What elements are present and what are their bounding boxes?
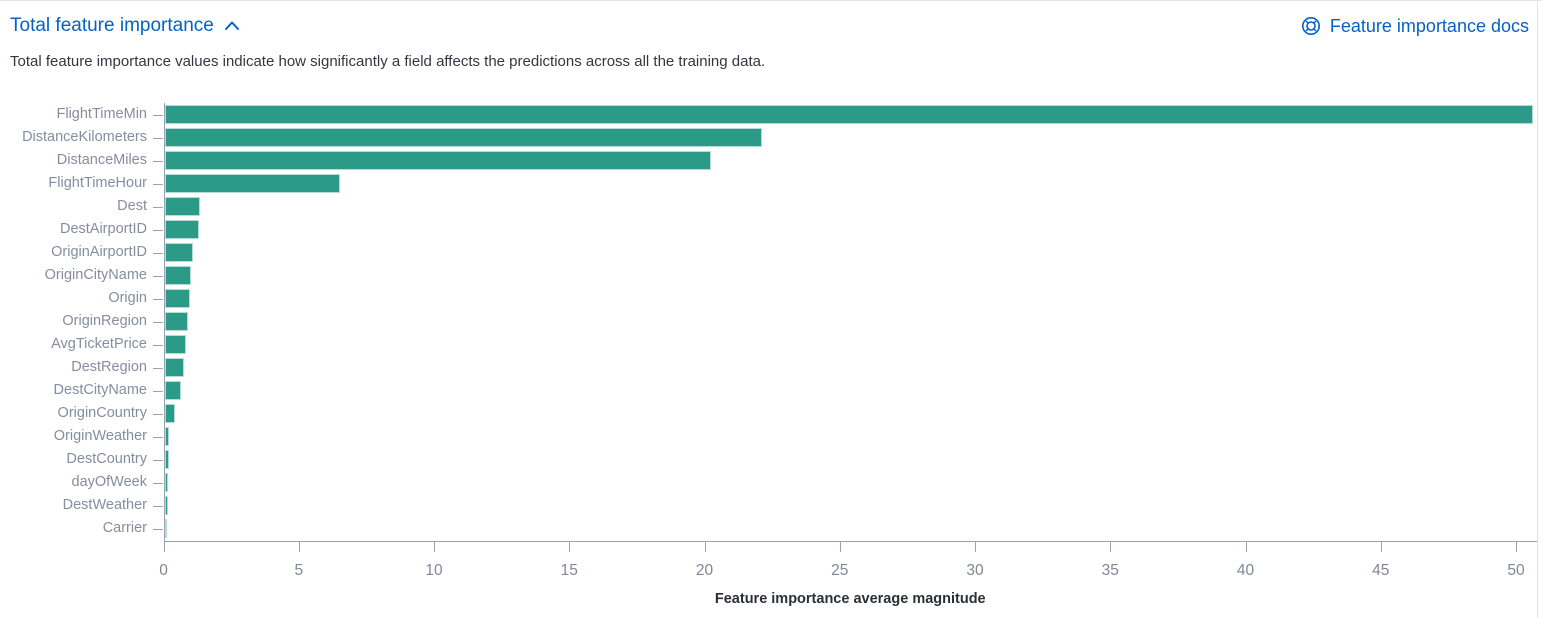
y-axis-label: DestRegion (71, 359, 147, 375)
y-axis-tick (153, 436, 163, 438)
bar[interactable] (164, 335, 187, 354)
x-tick-label: 25 (831, 562, 849, 579)
y-axis-label: Dest (117, 198, 147, 214)
y-axis-tick (153, 321, 163, 323)
y-axis-tick (153, 206, 163, 208)
x-axis-tick (1245, 542, 1247, 552)
docs-link-label: Feature importance docs (1329, 16, 1529, 36)
y-axis-tick (153, 160, 163, 162)
y-axis-tick (153, 390, 163, 392)
section-collapse-toggle[interactable]: Total feature importance (10, 13, 240, 39)
x-axis-tick (163, 542, 165, 552)
y-axis-tick (153, 229, 163, 231)
x-axis-tick (1110, 542, 1112, 552)
y-axis-label: OriginWeather (53, 428, 147, 444)
x-axis-tick (298, 542, 300, 552)
y-axis-tick (153, 137, 163, 139)
y-axis-label: OriginCountry (57, 405, 147, 421)
y-axis-tick (153, 114, 163, 116)
y-axis-line (163, 103, 165, 541)
y-axis-tick (153, 528, 163, 530)
bar[interactable] (164, 404, 176, 423)
section-description: Total feature importance values indicate… (10, 53, 766, 70)
chevron-up-icon (224, 18, 240, 36)
y-axis-label: DistanceKilometers (22, 129, 147, 145)
x-axis-tick (569, 542, 571, 552)
bar[interactable] (164, 381, 182, 400)
y-axis-tick (153, 183, 163, 185)
bar[interactable] (164, 128, 763, 147)
y-axis-tick (153, 482, 163, 484)
panel-right-border (1537, 0, 1538, 618)
x-tick-label: 45 (1372, 562, 1390, 579)
bar[interactable] (164, 151, 711, 170)
bar[interactable] (164, 220, 200, 239)
bar[interactable] (164, 473, 169, 492)
x-axis-tick (839, 542, 841, 552)
x-axis-tick (704, 542, 706, 552)
bar[interactable] (164, 427, 170, 446)
y-axis-label: DestWeather (62, 497, 147, 513)
x-axis-tick (1380, 542, 1382, 552)
feature-importance-docs-link[interactable]: Feature importance docs (1301, 14, 1529, 38)
y-axis-label: DestCityName (53, 382, 147, 398)
y-axis-label: dayOfWeek (71, 474, 148, 490)
bar[interactable] (164, 266, 191, 285)
x-tick-label: 10 (425, 562, 443, 579)
x-tick-label: 20 (695, 562, 714, 579)
x-axis-tick (1516, 542, 1517, 552)
bar[interactable] (164, 496, 168, 515)
x-tick-label: 0 (159, 562, 168, 579)
x-tick-label: 50 (1507, 562, 1525, 579)
y-axis-label: DestAirportID (59, 221, 147, 237)
x-tick-label: 40 (1236, 562, 1255, 579)
documentation-icon (1301, 16, 1321, 36)
y-axis-label: DestCountry (66, 451, 147, 467)
panel-top-border (0, 0, 1542, 1)
bar[interactable] (164, 312, 189, 331)
x-tick-label: 15 (560, 562, 578, 579)
y-axis-label: Carrier (102, 520, 147, 536)
y-axis-label: OriginRegion (62, 313, 147, 329)
x-axis-tick (975, 542, 976, 552)
bar[interactable] (164, 519, 167, 538)
y-axis-tick (153, 413, 163, 415)
x-tick-label: 30 (966, 562, 984, 579)
y-axis-tick (153, 505, 163, 507)
y-axis-label: FlightTimeMin (56, 106, 147, 122)
x-tick-label: 35 (1101, 562, 1119, 579)
y-axis-label: DistanceMiles (56, 152, 147, 168)
y-axis-tick (153, 252, 163, 254)
y-axis-label: OriginAirportID (51, 244, 147, 260)
y-axis-label: OriginCityName (44, 267, 147, 283)
x-axis-title: Feature importance average magnitude (714, 591, 986, 607)
y-axis-label: AvgTicketPrice (51, 336, 147, 352)
bar[interactable] (164, 197, 201, 216)
y-axis-label: FlightTimeHour (48, 175, 147, 191)
bar[interactable] (164, 105, 1534, 124)
y-axis-tick (153, 275, 163, 277)
bar[interactable] (164, 243, 194, 262)
y-axis-tick (153, 344, 163, 346)
x-tick-label: 5 (294, 562, 304, 579)
y-axis-tick (153, 367, 163, 369)
y-axis-label: Origin (108, 290, 147, 306)
y-axis-tick (153, 298, 163, 300)
bar[interactable] (164, 450, 169, 469)
bar[interactable] (164, 289, 191, 308)
bar[interactable] (164, 174, 341, 193)
bar[interactable] (164, 358, 184, 377)
x-axis-tick (434, 542, 435, 552)
y-axis-tick (153, 459, 163, 461)
section-title: Total feature importance (10, 15, 214, 36)
x-axis-line (163, 541, 1537, 542)
